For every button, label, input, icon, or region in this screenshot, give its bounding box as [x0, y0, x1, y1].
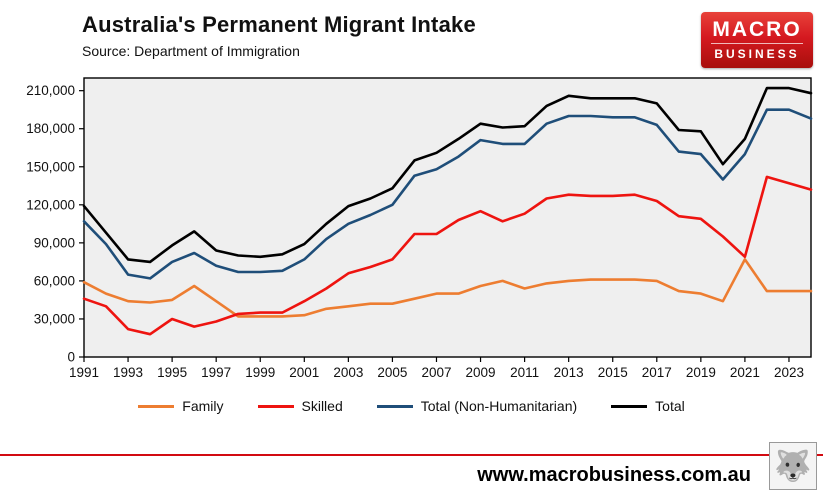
- x-axis-label: 1997: [201, 365, 231, 380]
- x-axis-label: 2023: [774, 365, 804, 380]
- x-axis-label: 2005: [377, 365, 407, 380]
- line-chart: 0 30,000 60,000 90,000 120,000 150,000 180,000…: [26, 77, 813, 380]
- legend-label: Total (Non-Humanitarian): [420, 398, 578, 414]
- x-axis-label: 1991: [69, 365, 99, 380]
- legend-label: Total: [655, 398, 685, 414]
- legend-item-total: Total: [611, 398, 685, 414]
- x-axis-label: 1999: [245, 365, 275, 380]
- x-axis-label: 1993: [113, 365, 143, 380]
- y-axis-label: 180,000: [26, 121, 75, 136]
- series-line-total-non-humanitarian-: [82, 108, 813, 280]
- legend-item-total-non-humanitarian-: Total (Non-Humanitarian): [376, 398, 578, 414]
- footer: www.macrobusiness.com.au 🐺: [0, 442, 823, 494]
- y-axis-label: 0: [67, 350, 75, 365]
- y-axis-label: 30,000: [34, 311, 75, 326]
- x-axis-label: 2011: [510, 365, 539, 380]
- legend-item-family: Family: [138, 398, 224, 414]
- website-url: www.macrobusiness.com.au: [477, 464, 751, 486]
- y-axis-label: 120,000: [26, 197, 75, 212]
- chart-area: 0 30,000 60,000 90,000 120,000 150,000 180,000…: [0, 72, 823, 392]
- logo-line1: MACRO: [712, 18, 802, 41]
- x-axis-label: 2019: [686, 365, 716, 380]
- y-axis-label: 210,000: [26, 83, 75, 98]
- logo-line2: BUSINESS: [711, 43, 803, 61]
- wolf-logo: 🐺: [769, 442, 817, 490]
- x-axis-label: 1995: [157, 365, 187, 380]
- legend: Family Skilled Total (Non-Humanitarian) Tot…: [0, 394, 823, 418]
- legend-swatch: [138, 404, 175, 408]
- legend-swatch: [611, 404, 648, 408]
- y-axis-label: 150,000: [26, 159, 75, 174]
- x-axis-label: 2001: [289, 365, 319, 380]
- legend-swatch: [257, 404, 294, 408]
- header-text: Australia's Permanent Migrant Intake Sou…: [82, 12, 476, 59]
- chart-source: Source: Department of Immigration: [82, 43, 300, 59]
- x-axis-label: 2013: [554, 365, 584, 380]
- x-axis-label: 2021: [730, 365, 760, 380]
- x-axis-label: 2015: [598, 365, 628, 380]
- series-line-family: [82, 258, 813, 318]
- plot-background: [83, 77, 812, 358]
- legend-label: Skilled: [301, 398, 343, 414]
- y-axis-label: 90,000: [34, 235, 75, 250]
- series-line-total: [82, 86, 813, 264]
- macrobusiness-logo: MACRO BUSINESS: [701, 12, 813, 68]
- y-axis-label: 60,000: [34, 273, 75, 288]
- legend-swatch: [376, 404, 413, 408]
- x-axis-label: 2007: [421, 365, 451, 380]
- series-line-skilled: [82, 175, 813, 336]
- x-axis-label: 2017: [642, 365, 672, 380]
- legend-item-skilled: Skilled: [257, 398, 343, 414]
- header: Australia's Permanent Migrant Intake Sou…: [0, 0, 823, 72]
- legend-label: Family: [182, 398, 224, 414]
- chart-title: Australia's Permanent Migrant Intake: [82, 12, 476, 37]
- x-axis-label: 2003: [333, 365, 363, 380]
- x-axis-label: 2009: [466, 365, 496, 380]
